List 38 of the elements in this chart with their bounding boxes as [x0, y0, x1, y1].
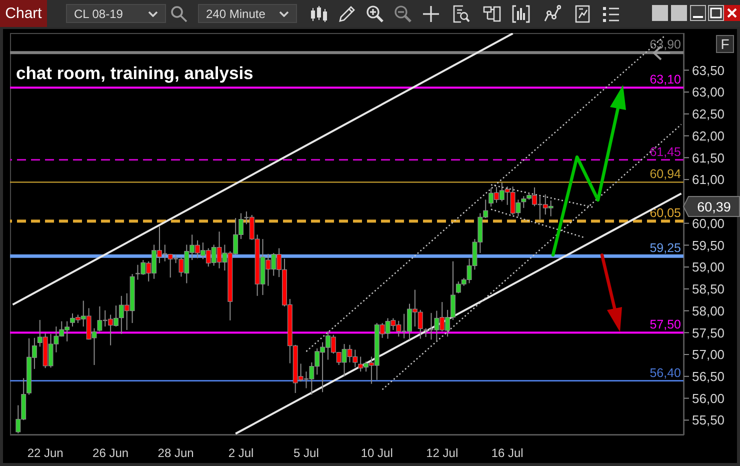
- y-tick-label: 59,00: [692, 260, 725, 275]
- text: chat room, training, analysis: [16, 63, 254, 84]
- y-tick-label: 57,00: [692, 347, 725, 362]
- y-tick-label: 62,00: [692, 128, 725, 144]
- dropdown: 240 Minute: [198, 4, 297, 23]
- ref-line-label: 59,25: [650, 241, 682, 256]
- y-tick-label: 61,00: [692, 172, 725, 188]
- ref-line-label: 61,45: [650, 144, 682, 159]
- tab: Chart: [0, 0, 47, 27]
- x-tick-label: 10 Jul: [360, 446, 393, 460]
- x-tick-label: 12 Jul: [426, 446, 458, 460]
- price-tag: 60,39: [683, 196, 740, 217]
- y-tick-label: 62,50: [692, 106, 725, 122]
- ref-line-label: 56,40: [650, 366, 682, 380]
- y-tick-label: 63,00: [692, 84, 725, 100]
- x-tick-label: 22 Jun: [27, 446, 64, 460]
- y-tick-label: 56,50: [692, 369, 725, 384]
- y-tick-label: 59,50: [692, 238, 725, 253]
- ref-line-label: 60,94: [650, 167, 682, 182]
- y-tick-label: 60,00: [692, 216, 725, 231]
- y-tick-label: 55,50: [692, 412, 725, 428]
- dropdown: CL 08-19: [66, 4, 166, 23]
- y-tick-label: 57,50: [692, 325, 725, 340]
- x-tick-label: 5 Jul: [294, 446, 319, 460]
- x-tick-label: 26 Jun: [92, 446, 129, 460]
- ref-line-label: 57,50: [650, 318, 682, 332]
- x-tick-label: 2 Jul: [228, 446, 254, 460]
- y-tick-label: 58,50: [692, 282, 725, 297]
- ref-line-label: 63,90: [650, 38, 682, 52]
- button: F: [716, 35, 734, 53]
- x-tick-label: 16 Jul: [491, 446, 524, 460]
- y-tick-label: 63,50: [692, 62, 725, 78]
- ref-line-label: 60,05: [650, 206, 682, 220]
- y-tick-label: 61,50: [692, 150, 725, 166]
- y-tick-label: 56,00: [692, 390, 725, 406]
- x-tick-label: 28 Jun: [158, 446, 194, 460]
- ref-line-label: 63,10: [650, 72, 682, 87]
- y-tick-label: 58,00: [692, 303, 725, 318]
